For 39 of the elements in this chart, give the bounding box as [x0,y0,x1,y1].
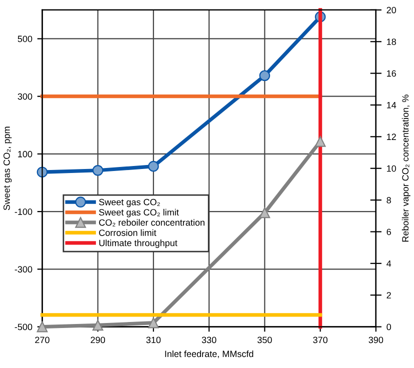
y-tick-label: 100 [18,150,32,158]
legend-label: Sweet gas CO₂ limit [99,208,179,218]
point [92,320,104,331]
point [92,164,104,176]
y-tick-label: -500 [14,324,32,330]
point [148,160,159,172]
y2-tick-label: 16 [387,70,396,77]
y2-tick-label: 6 [386,228,391,236]
point [259,207,270,218]
y2-tick-label: 18 [387,38,396,45]
y2-axis-title: Reboiler vapor CO₂ concentration, % [402,94,410,242]
x-tick-label: 310 [146,336,161,344]
y-tick-label: -100 [14,208,32,215]
y-tick-label: 500 [18,36,32,42]
y2-tick-label: 14 [387,102,396,108]
x-tick-label: 370 [313,336,328,344]
y-tick-label: 300 [18,93,32,100]
x-tick-label: 330 [202,336,216,344]
x-axis-title: Inlet feedrate, MMscfd [165,350,254,358]
y2-tick-label: 0 [386,324,391,330]
legend-label: Ultimate throughput [99,240,178,248]
y2-tick-label: 8 [386,197,391,204]
x-tick-label: 390 [368,336,384,344]
point [148,317,159,328]
legend-label: Sweet gas CO₂ [99,198,160,208]
legend-label: Corrosion limit [99,229,156,236]
x-tick-label: 350 [258,336,272,344]
y2-tick-label: 10 [387,165,396,172]
y-axis-title: Sweet gas CO₂, ppm [3,126,12,210]
legend-label: CO₂ reboiler concentration [99,219,204,226]
point [259,70,270,82]
y2-tick-label: 2 [386,292,391,298]
x-tick-label: 270 [35,336,50,344]
point [314,136,326,147]
y2-tick-label: 4 [386,260,392,267]
y2-tick-label: 20 [386,6,396,14]
y-tick-label: -300 [14,266,32,273]
y2-tick-label: 12 [387,134,396,140]
x-tick-label: 290 [90,336,106,344]
